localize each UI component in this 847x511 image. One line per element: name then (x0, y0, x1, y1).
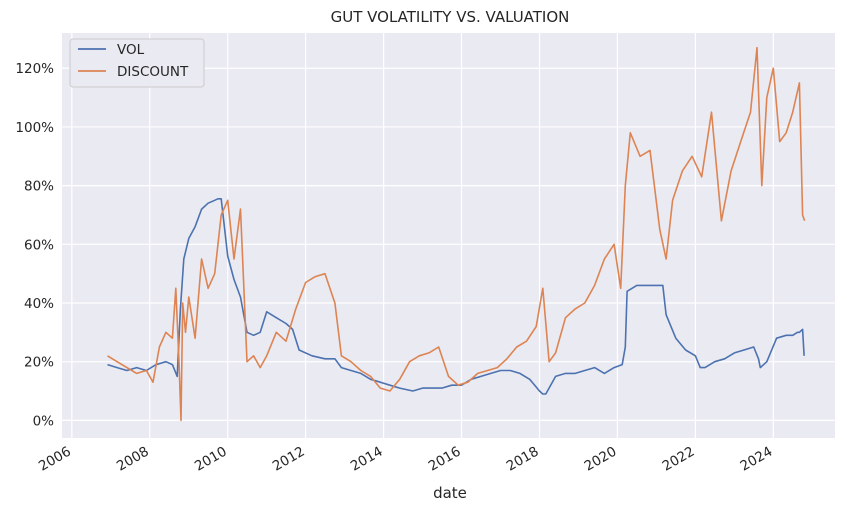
chart-title: GUT VOLATILITY VS. VALUATION (331, 8, 570, 26)
x-tick-label: 2008 (114, 444, 152, 475)
y-tick-label: 120% (15, 61, 54, 77)
y-tick-label: 20% (24, 355, 54, 371)
y-axis: 0% 20% 40% 60% 80% 100% 120% (15, 61, 54, 429)
y-tick-label: 80% (24, 179, 54, 195)
x-tick-label: 2010 (192, 444, 230, 475)
legend-label: VOL (117, 42, 145, 58)
legend: VOL DISCOUNT (69, 38, 205, 88)
x-tick-label: 2020 (582, 444, 620, 475)
y-tick-label: 0% (33, 413, 55, 429)
y-tick-label: 100% (15, 120, 54, 136)
legend-box (69, 38, 205, 88)
x-tick-label: 2024 (738, 444, 776, 475)
legend-label: DISCOUNT (117, 64, 189, 80)
series-line-discount (107, 46, 806, 422)
x-tick-label: 2018 (504, 444, 542, 475)
x-tick-label: 2006 (36, 444, 74, 475)
x-tick-label: 2022 (660, 444, 698, 475)
x-axis-label: date (433, 484, 467, 502)
series-layer (107, 46, 806, 422)
x-tick-label: 2014 (348, 444, 386, 475)
x-axis: 2006 2008 2010 2012 2014 2016 2018 2020 2022 2024 (36, 444, 775, 475)
y-tick-label: 60% (24, 237, 54, 253)
y-tick-label: 40% (24, 296, 54, 312)
x-tick-label: 2016 (426, 444, 464, 475)
grid (62, 33, 835, 438)
x-tick-label: 2012 (270, 444, 308, 475)
